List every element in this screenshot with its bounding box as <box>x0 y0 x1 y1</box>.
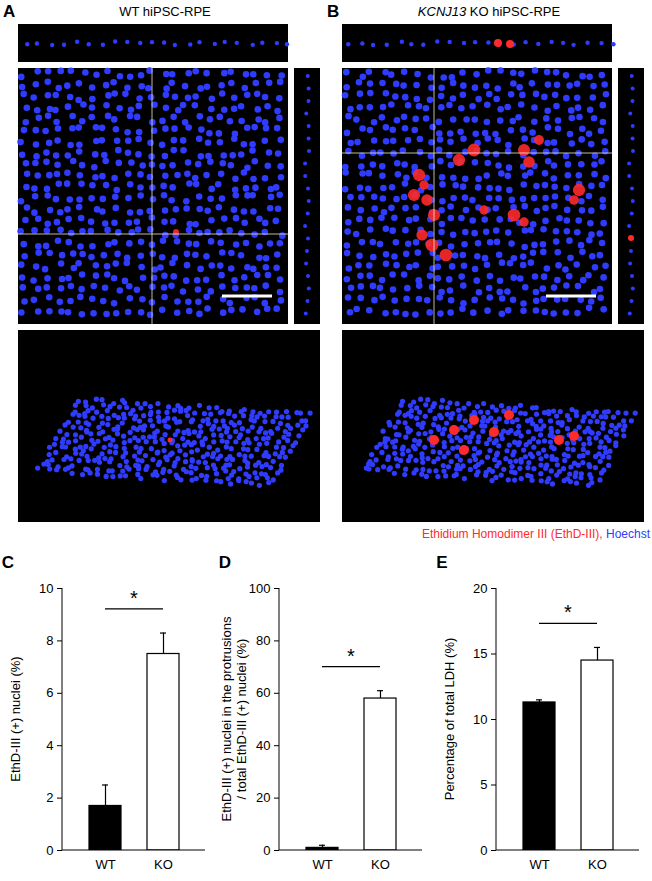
svg-text:WT: WT <box>95 857 115 872</box>
svg-text:80: 80 <box>256 633 270 648</box>
svg-text:WT: WT <box>312 857 332 872</box>
svg-text:10: 10 <box>473 712 487 727</box>
svg-text:15: 15 <box>473 646 487 661</box>
svg-text:20: 20 <box>256 790 270 805</box>
svg-text:WT hiPSC-RPE: WT hiPSC-RPE <box>119 4 211 19</box>
svg-text:10: 10 <box>39 581 53 596</box>
svg-text:*: * <box>130 587 138 609</box>
svg-text:C: C <box>2 553 14 572</box>
svg-text:E: E <box>436 553 447 572</box>
svg-text:Percentage of total LDH (%): Percentage of total LDH (%) <box>442 638 457 801</box>
svg-text:6: 6 <box>46 685 53 700</box>
svg-text:60: 60 <box>256 685 270 700</box>
svg-text:B: B <box>327 2 339 21</box>
svg-text:100: 100 <box>249 581 271 596</box>
svg-text:KO: KO <box>371 857 390 872</box>
svg-text:WT: WT <box>529 857 549 872</box>
svg-text:*: * <box>564 601 572 623</box>
svg-text:4: 4 <box>46 738 53 753</box>
svg-text:5: 5 <box>480 777 487 792</box>
svg-text:D: D <box>219 553 231 572</box>
svg-text:EthD-III (+) nuclei in the pro: EthD-III (+) nuclei in the protrusions/ … <box>219 616 249 821</box>
svg-text:EthD-III (+) nuclei (%): EthD-III (+) nuclei (%) <box>8 656 23 781</box>
svg-text:0: 0 <box>46 843 53 858</box>
svg-text:A: A <box>3 2 15 21</box>
svg-text:*: * <box>347 645 355 667</box>
svg-text:8: 8 <box>46 633 53 648</box>
svg-text:2: 2 <box>46 790 53 805</box>
svg-text:KO: KO <box>154 857 173 872</box>
svg-text:Ethidium Homodimer III (EthD-I: Ethidium Homodimer III (EthD-III), Hoech… <box>422 527 651 541</box>
svg-text:0: 0 <box>263 843 270 858</box>
svg-text:20: 20 <box>473 581 487 596</box>
svg-text:0: 0 <box>480 843 487 858</box>
svg-text:KO: KO <box>588 857 607 872</box>
svg-text:40: 40 <box>256 738 270 753</box>
svg-text:KCNJ13 KO hiPSC-RPE: KCNJ13 KO hiPSC-RPE <box>418 4 561 19</box>
